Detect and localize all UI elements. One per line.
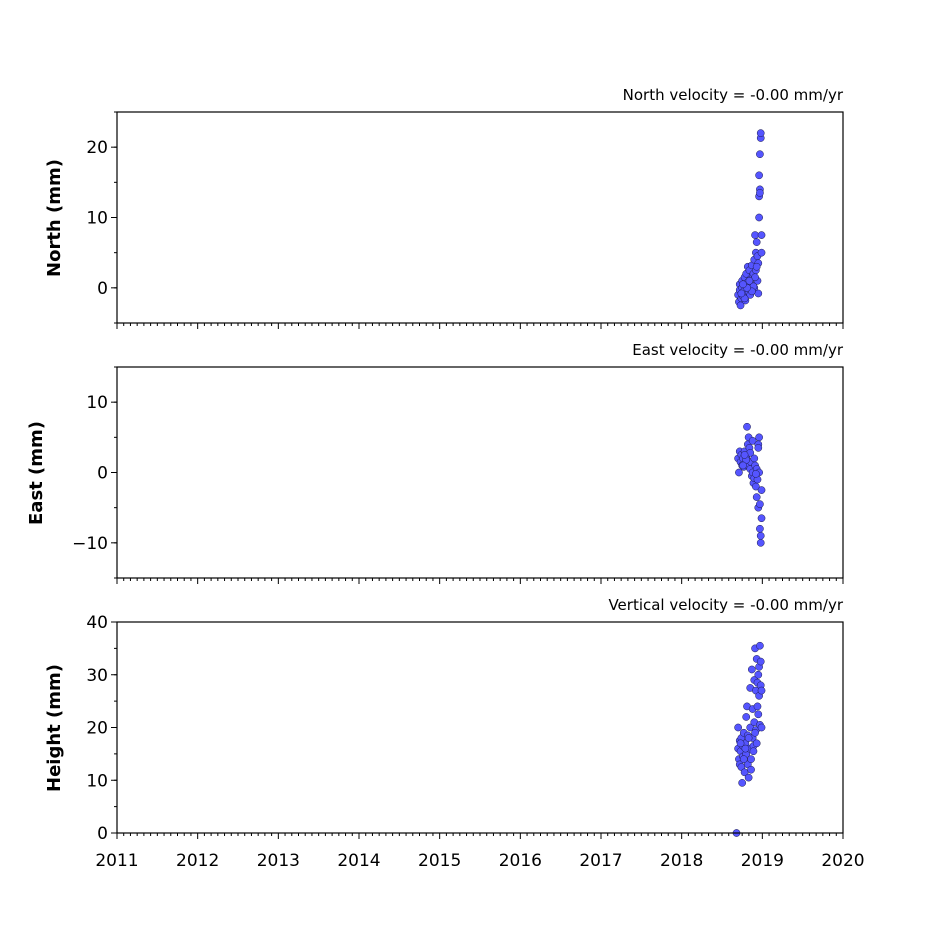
east-data-point [757,514,766,523]
x-tick-label: 2015 [418,851,461,871]
east-y-tick-label: −10 [72,534,108,554]
east-data-point [750,454,759,463]
north-data-point [737,289,746,298]
height-data-point [752,739,761,748]
height-y-tick-label: 40 [86,613,108,633]
north-data-point [754,289,763,298]
x-tick-label: 2019 [741,851,784,871]
x-tick-label: 2014 [337,851,380,871]
x-tick-label: 2011 [95,851,138,871]
height-data-point [739,755,748,764]
east-data-point [756,538,765,547]
east-data-point [756,500,764,508]
height-data-point [744,734,753,742]
north-data-point [739,280,747,289]
x-tick-label: 2020 [821,851,864,871]
north-y-tick-label: 0 [97,279,108,299]
height-data-point [741,744,750,753]
east-data-point [756,531,765,540]
height-data-point [757,686,766,695]
height-data-point [736,739,745,748]
vertical-velocity-title: Vertical velocity = -0.00 mm/yr [608,596,843,614]
height-panel: Vertical velocity = -0.00 mm/yr Height (… [44,596,865,871]
height-data-point [742,713,751,721]
x-tick-label: 2013 [257,851,300,871]
east-axis-ticks: −10 0 10 [72,366,844,584]
height-data-point [757,723,766,732]
north-y-tick-label: 10 [86,209,108,229]
x-tick-label: 2012 [176,851,219,871]
east-data-point [756,524,764,533]
height-plot-frame [116,621,844,834]
north-data-point [756,150,764,159]
height-data-point [747,755,755,764]
north-data-point [756,189,764,197]
east-velocity-title: East velocity = -0.00 mm/yr [632,341,844,359]
height-data-point [753,702,762,711]
east-plot-frame [116,366,844,579]
x-tick-label: 2016 [499,851,542,871]
height-data-point [734,723,742,732]
height-y-axis-label: Height (mm) [44,664,65,792]
height-data-point [748,665,756,674]
east-panel: East velocity = -0.00 mm/yr East (mm) −1… [26,341,844,584]
height-data-point [738,779,747,787]
east-y-tick-label: 10 [86,393,108,413]
height-y-tick-label: 20 [86,719,108,739]
north-data-point [757,248,766,257]
height-data-point [751,728,759,737]
east-y-tick-label: 0 [97,464,108,484]
north-velocity-title: North velocity = -0.00 mm/yr [623,86,844,104]
north-data-point [752,262,761,271]
east-data-point [740,451,749,459]
east-y-axis-label: East (mm) [26,421,47,525]
height-data-point [756,657,765,666]
height-y-tick-label: 30 [86,666,108,686]
north-data-point [752,238,761,246]
east-data-point [735,468,743,477]
east-data-point [755,433,763,442]
height-y-tick-label: 10 [86,771,108,791]
x-tick-label: 2018 [660,851,703,871]
height-data-point [754,710,763,719]
east-data-point [752,470,760,478]
north-data-point [757,231,766,239]
north-data-point [755,213,763,222]
height-data-point [740,768,749,777]
north-axis-ticks: 0 10 20 [86,111,844,329]
north-plot-frame [116,111,844,324]
north-data-point [751,231,759,239]
height-data-point [744,773,753,782]
north-data-point [751,273,759,282]
east-data-point [754,444,763,452]
east-data-point [743,422,751,431]
north-data-point [745,276,754,285]
height-data-point [749,747,758,756]
north-panel: North velocity = -0.00 mm/yr North (mm) … [44,86,844,329]
north-data-point [756,129,765,137]
height-points [732,641,766,837]
north-data-point [755,171,763,180]
north-y-axis-label: North (mm) [44,159,65,277]
north-points [734,129,766,310]
height-data-point [756,641,764,650]
height-data-point [747,765,755,774]
east-data-point [757,486,766,494]
east-points [734,422,766,547]
north-y-tick-label: 20 [86,138,108,158]
height-data-point [754,670,763,679]
height-y-tick-label: 0 [97,824,108,844]
east-data-point [752,493,761,501]
east-data-point [739,461,747,470]
east-data-point [748,437,757,445]
x-tick-label: 2017 [579,851,622,871]
